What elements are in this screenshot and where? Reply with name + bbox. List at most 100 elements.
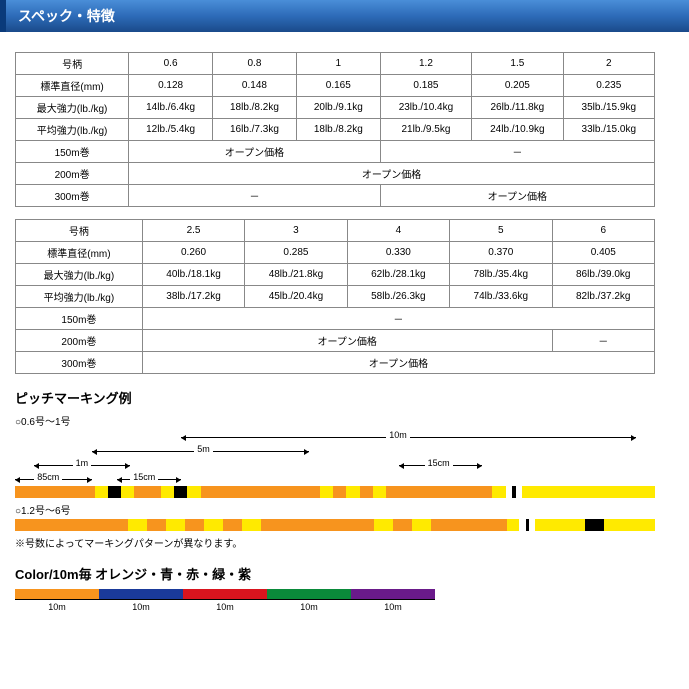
bar-segment bbox=[174, 486, 187, 498]
cell: 33lb./15.0kg bbox=[563, 119, 654, 141]
bar-segment bbox=[522, 486, 655, 498]
dim-15cm-a: 15cm bbox=[130, 472, 158, 482]
cell: 0.165 bbox=[296, 75, 380, 97]
group1-label: ○0.6号～1号 bbox=[15, 413, 674, 428]
color-label: 10m bbox=[99, 602, 183, 612]
bar-segment bbox=[128, 519, 147, 531]
cell: 0.185 bbox=[380, 75, 471, 97]
color-label: 10m bbox=[267, 602, 351, 612]
row-header: 150m巻 bbox=[16, 141, 129, 163]
colorbar-title: Color/10m毎 オレンジ・青・赤・緑・紫 bbox=[15, 564, 674, 583]
row-header: 号柄 bbox=[16, 53, 129, 75]
bar-segment bbox=[412, 519, 431, 531]
cell: 0.235 bbox=[563, 75, 654, 97]
cell: 4 bbox=[347, 220, 449, 242]
cell: 0.205 bbox=[472, 75, 563, 97]
cell: 26lb./11.8kg bbox=[472, 97, 563, 119]
cell: 23lb./10.4kg bbox=[380, 97, 471, 119]
price-cell: オープン価格 bbox=[142, 352, 654, 374]
cell: 6 bbox=[552, 220, 655, 242]
cell: 3 bbox=[245, 220, 347, 242]
cell: 0.8 bbox=[213, 53, 297, 75]
bar-segment bbox=[604, 519, 654, 531]
bar-segment bbox=[166, 519, 185, 531]
color-bar: 10m10m10m10m10m bbox=[15, 589, 435, 612]
bar-segment bbox=[373, 486, 386, 498]
header-bar: スペック・特徴 bbox=[0, 0, 689, 32]
bar-segment bbox=[386, 486, 492, 498]
cell: 0.405 bbox=[552, 242, 655, 264]
bar-segment bbox=[492, 486, 505, 498]
bar-segment bbox=[95, 486, 108, 498]
price-cell: － bbox=[380, 141, 654, 163]
bar-segment bbox=[223, 519, 242, 531]
spec-table-1: 号柄0.60.811.21.52標準直径(mm)0.1280.1480.1650… bbox=[15, 52, 655, 207]
bar-segment bbox=[121, 486, 134, 498]
color-label: 10m bbox=[15, 602, 99, 612]
color-label: 10m bbox=[183, 602, 267, 612]
group2-label: ○1.2号～6号 bbox=[15, 502, 674, 517]
cell: 40lb./18.1kg bbox=[142, 264, 244, 286]
cell: 62lb./28.1kg bbox=[347, 264, 449, 286]
cell: 24lb./10.9kg bbox=[472, 119, 563, 141]
row-header: 200m巻 bbox=[16, 330, 143, 352]
cell: 78lb./35.4kg bbox=[450, 264, 552, 286]
bar-segment bbox=[15, 519, 128, 531]
marking-bar-1 bbox=[15, 486, 655, 498]
marking-1: 10m 5m 1m 15cm 85cm 15cm bbox=[15, 430, 655, 498]
bar-segment bbox=[201, 486, 320, 498]
row-header: 平均強力(lb./kg) bbox=[16, 286, 143, 308]
row-header: 標準直径(mm) bbox=[16, 242, 143, 264]
price-cell: オープン価格 bbox=[380, 185, 654, 207]
row-header: 平均強力(lb./kg) bbox=[16, 119, 129, 141]
cell: 2.5 bbox=[142, 220, 244, 242]
dim-1m: 1m bbox=[73, 458, 92, 468]
price-cell: － bbox=[552, 330, 655, 352]
row-header: 標準直径(mm) bbox=[16, 75, 129, 97]
cell: 38lb./17.2kg bbox=[142, 286, 244, 308]
bar-segment bbox=[187, 486, 200, 498]
cell: 1.5 bbox=[472, 53, 563, 75]
bar-segment bbox=[360, 486, 373, 498]
cell: 58lb./26.3kg bbox=[347, 286, 449, 308]
bar-segment bbox=[320, 486, 333, 498]
spec-table-2: 号柄2.53456標準直径(mm)0.2600.2850.3300.3700.4… bbox=[15, 219, 655, 374]
cell: 0.330 bbox=[347, 242, 449, 264]
price-cell: オープン価格 bbox=[142, 330, 552, 352]
bar-segment bbox=[242, 519, 261, 531]
cell: 20lb./9.1kg bbox=[296, 97, 380, 119]
cell: 48lb./21.8kg bbox=[245, 264, 347, 286]
price-cell: オープン価格 bbox=[129, 163, 655, 185]
cell: 35lb./15.9kg bbox=[563, 97, 654, 119]
bar-segment bbox=[134, 486, 161, 498]
color-label: 10m bbox=[351, 602, 435, 612]
bar-segment bbox=[15, 486, 95, 498]
bar-segment bbox=[506, 486, 513, 498]
price-cell: － bbox=[142, 308, 654, 330]
cell: 0.370 bbox=[450, 242, 552, 264]
bar-segment bbox=[108, 486, 121, 498]
dim-15cm-b: 15cm bbox=[425, 458, 453, 468]
cell: 21lb./9.5kg bbox=[380, 119, 471, 141]
bar-segment bbox=[431, 519, 507, 531]
cell: 0.285 bbox=[245, 242, 347, 264]
color-segment bbox=[15, 589, 99, 599]
cell: 74lb./33.6kg bbox=[450, 286, 552, 308]
cell: 18lb./8.2kg bbox=[296, 119, 380, 141]
cell: 2 bbox=[563, 53, 654, 75]
bar-segment bbox=[333, 486, 346, 498]
dim-85cm: 85cm bbox=[34, 472, 62, 482]
bar-segment bbox=[261, 519, 374, 531]
color-segment bbox=[183, 589, 267, 599]
cell: 0.128 bbox=[129, 75, 213, 97]
row-header: 150m巻 bbox=[16, 308, 143, 330]
row-header: 最大強力(lb./kg) bbox=[16, 97, 129, 119]
cell: 1.2 bbox=[380, 53, 471, 75]
cell: 14lb./6.4kg bbox=[129, 97, 213, 119]
cell: 0.148 bbox=[213, 75, 297, 97]
price-cell: オープン価格 bbox=[129, 141, 381, 163]
bar-segment bbox=[393, 519, 412, 531]
cell: 45lb./20.4kg bbox=[245, 286, 347, 308]
cell: 0.260 bbox=[142, 242, 244, 264]
row-header: 号柄 bbox=[16, 220, 143, 242]
